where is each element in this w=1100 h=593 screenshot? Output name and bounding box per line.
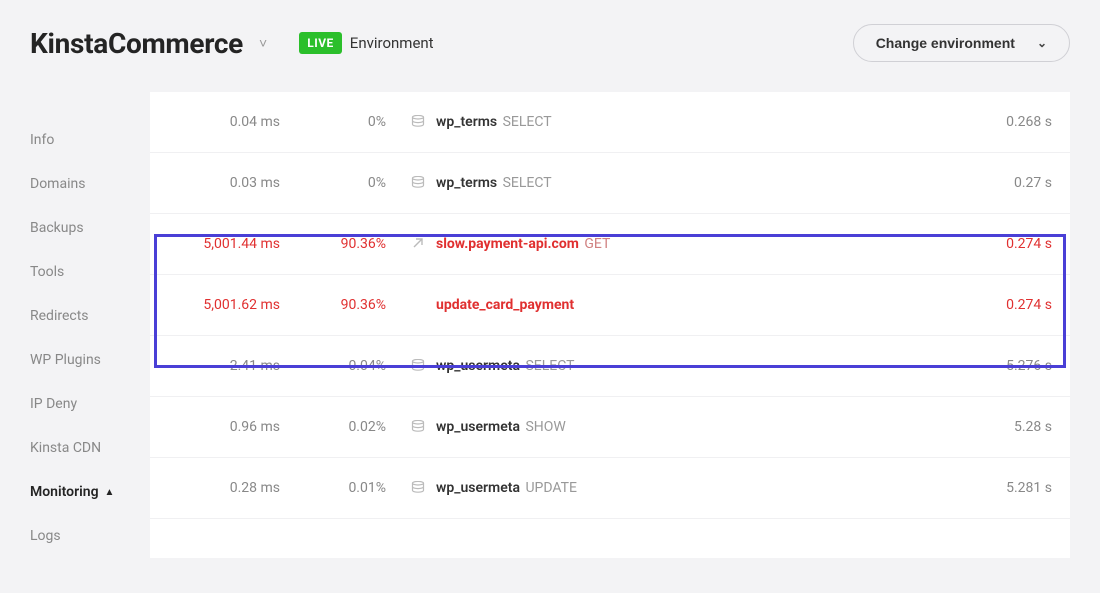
duration-ms: 5,001.62 ms: [160, 297, 290, 313]
query-name: wp_usermeta SHOW: [436, 419, 952, 435]
timestamp: 5.276 s: [952, 358, 1052, 374]
table-row[interactable]: 2.41 ms0.04% wp_usermeta SELECT5.276 s: [150, 336, 1070, 397]
database-icon: [400, 359, 436, 374]
sidebar-item-info[interactable]: Info: [30, 118, 150, 162]
duration-ms: 0.96 ms: [160, 419, 290, 435]
duration-ms: 0.03 ms: [160, 175, 290, 191]
sidebar-item-label: Info: [30, 132, 54, 148]
percent: 0%: [290, 114, 400, 130]
query-op: GET: [581, 236, 610, 252]
sidebar-item-kinsta-cdn[interactable]: Kinsta CDN: [30, 426, 150, 470]
query-name: wp_terms SELECT: [436, 114, 952, 130]
sidebar-item-wp-plugins[interactable]: WP Plugins: [30, 338, 150, 382]
query-name: wp_terms SELECT: [436, 175, 952, 191]
percent: 90.36%: [290, 297, 400, 313]
percent: 90.36%: [290, 236, 400, 252]
timestamp: 0.27 s: [952, 175, 1052, 191]
live-badge: LIVE: [299, 32, 342, 54]
sidebar-item-label: Backups: [30, 220, 84, 236]
sidebar-item-ip-deny[interactable]: IP Deny: [30, 382, 150, 426]
sidebar-item-label: Tools: [30, 264, 64, 280]
change-environment-button[interactable]: Change environment ⌄: [853, 24, 1070, 62]
environment-label: Environment: [350, 34, 434, 52]
sidebar: Info Domains Backups Tools Redirects WP Plugi…: [0, 82, 150, 558]
sidebar-item-redirects[interactable]: Redirects: [30, 294, 150, 338]
query-op: SHOW: [522, 419, 566, 435]
query-name: wp_usermeta SELECT: [436, 358, 952, 374]
query-op: SELECT: [499, 175, 552, 191]
duration-ms: 0.04 ms: [160, 114, 290, 130]
sidebar-item-label: Kinsta CDN: [30, 440, 101, 456]
duration-ms: 5,001.44 ms: [160, 236, 290, 252]
timestamp: 5.28 s: [952, 419, 1052, 435]
table-row[interactable]: 5,001.44 ms90.36% slow.payment-api.com GE…: [150, 214, 1070, 275]
sidebar-item-label: IP Deny: [30, 396, 77, 412]
alert-icon: ▲: [105, 487, 115, 498]
percent: 0.02%: [290, 419, 400, 435]
database-icon: [400, 420, 436, 435]
sidebar-item-label: Redirects: [30, 308, 89, 324]
sidebar-item-backups[interactable]: Backups: [30, 206, 150, 250]
duration-ms: 0.28 ms: [160, 480, 290, 496]
table-row[interactable]: 0.96 ms0.02% wp_usermeta SHOW5.28 s: [150, 397, 1070, 458]
percent: 0%: [290, 175, 400, 191]
sidebar-item-monitoring[interactable]: Monitoring ▲: [30, 470, 150, 514]
database-icon: [400, 481, 436, 496]
query-name: wp_usermeta UPDATE: [436, 480, 952, 496]
timestamp: 0.268 s: [952, 114, 1052, 130]
query-op: SELECT: [499, 114, 552, 130]
monitoring-table: 0.04 ms0%wp_terms SELECT0.268 s0.03 ms0%…: [150, 92, 1070, 558]
table-row[interactable]: 0.03 ms0% wp_terms SELECT0.27 s: [150, 153, 1070, 214]
database-icon: [400, 176, 436, 191]
query-op: SELECT: [522, 358, 575, 374]
timestamp: 0.274 s: [952, 236, 1052, 252]
timestamp: 5.281 s: [952, 480, 1052, 496]
sidebar-item-label: Domains: [30, 176, 85, 192]
sidebar-item-logs[interactable]: Logs: [30, 514, 150, 558]
query-op: UPDATE: [522, 480, 577, 496]
timestamp: 0.274 s: [952, 297, 1052, 313]
sidebar-item-tools[interactable]: Tools: [30, 250, 150, 294]
change-environment-label: Change environment: [876, 35, 1015, 51]
external-icon: [400, 237, 436, 251]
query-name: update_card_payment: [436, 297, 952, 313]
table-row[interactable]: 0.04 ms0% wp_terms SELECT0.268 s: [150, 92, 1070, 153]
chevron-down-icon: ⌄: [1037, 36, 1047, 50]
sidebar-item-label: WP Plugins: [30, 352, 101, 368]
query-name: slow.payment-api.com GET: [436, 236, 952, 252]
sidebar-item-label: Monitoring: [30, 484, 99, 500]
table-row[interactable]: 0.28 ms0.01% wp_usermeta UPDATE5.281 s: [150, 458, 1070, 519]
duration-ms: 2.41 ms: [160, 358, 290, 374]
sidebar-item-label: Logs: [30, 528, 61, 544]
site-title: KinstaCommerce: [30, 27, 243, 60]
table-row[interactable]: 5,001.62 ms90.36% update_card_payment0.27…: [150, 275, 1070, 336]
database-icon: [400, 115, 436, 130]
percent: 0.01%: [290, 480, 400, 496]
percent: 0.04%: [290, 358, 400, 374]
sidebar-item-domains[interactable]: Domains: [30, 162, 150, 206]
chevron-down-icon[interactable]: ˅: [259, 35, 267, 52]
